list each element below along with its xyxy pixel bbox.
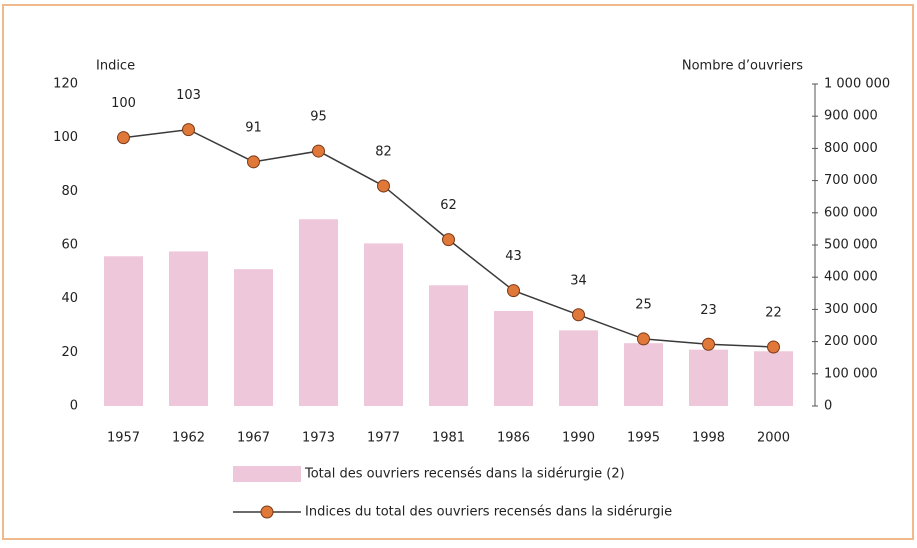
marker [377, 179, 390, 193]
bar [559, 330, 598, 406]
marker [572, 308, 585, 322]
y2-tick-label: 500 000 [824, 238, 878, 253]
marker [182, 123, 195, 137]
legend-label: Indices du total des ouvriers recensés d… [305, 505, 672, 520]
bar [689, 349, 728, 406]
marker [312, 144, 325, 158]
y2-tick-label: 700 000 [824, 173, 878, 188]
y2-tick-label: 900 000 [824, 109, 878, 124]
marker [117, 131, 130, 145]
frame [2, 4, 914, 540]
data-label: 22 [765, 305, 782, 320]
data-label: 25 [635, 297, 652, 312]
x-tick-label: 1981 [432, 431, 465, 446]
bar [169, 251, 208, 406]
x-tick-label: 1998 [692, 431, 725, 446]
bar [364, 243, 403, 406]
marker [702, 337, 715, 351]
y2-tick-label: 300 000 [824, 302, 878, 317]
bar [429, 285, 468, 406]
data-label: 23 [700, 303, 717, 318]
y2-tick-label: 400 000 [824, 270, 878, 285]
data-label: 95 [310, 110, 327, 125]
y2-tick-label: 100 000 [824, 366, 878, 381]
marker [637, 332, 650, 346]
x-tick-label: 1962 [172, 431, 205, 446]
marker [767, 340, 780, 354]
bar [754, 351, 793, 406]
y2-axis-label: Nombre d’ouvriers [682, 59, 803, 74]
x-tick-label: 1977 [367, 431, 400, 446]
bar [234, 269, 273, 406]
y-tick-label: 80 [61, 184, 78, 199]
x-tick-label: 1967 [237, 431, 270, 446]
legend-marker [260, 505, 274, 519]
y2-tick-label: 1 000 000 [824, 77, 890, 92]
y2-tick-label: 800 000 [824, 141, 878, 156]
x-tick-label: 1973 [302, 431, 335, 446]
x-tick-label: 1995 [627, 431, 660, 446]
bar [494, 311, 533, 406]
x-tick-label: 2000 [757, 431, 790, 446]
x-tick-label: 1986 [497, 431, 530, 446]
y-tick-label: 0 [70, 399, 78, 414]
marker [507, 284, 520, 298]
marker [247, 155, 260, 169]
y-tick-label: 40 [61, 291, 78, 306]
y2-tick-label: 0 [824, 399, 832, 414]
y-tick-label: 120 [53, 77, 78, 92]
legend-swatch [233, 466, 301, 482]
data-label: 100 [111, 96, 136, 111]
y-tick-label: 100 [53, 130, 78, 145]
data-label: 91 [245, 120, 262, 135]
data-label: 82 [375, 144, 392, 159]
y-tick-label: 20 [61, 345, 78, 360]
y-tick-label: 60 [61, 238, 78, 253]
legend-label: Total des ouvriers recensés dans la sidé… [304, 467, 625, 482]
y2-tick-label: 200 000 [824, 334, 878, 349]
y2-tick-label: 600 000 [824, 205, 878, 220]
data-label: 34 [570, 273, 587, 288]
data-label: 103 [176, 88, 201, 103]
data-label: 43 [505, 249, 522, 264]
data-label: 62 [440, 198, 457, 213]
marker [442, 233, 455, 247]
bar [104, 256, 143, 406]
bar [299, 219, 338, 406]
bar [624, 343, 663, 406]
y-axis-label: Indice [96, 59, 135, 74]
x-tick-label: 1957 [107, 431, 140, 446]
x-tick-label: 1990 [562, 431, 595, 446]
